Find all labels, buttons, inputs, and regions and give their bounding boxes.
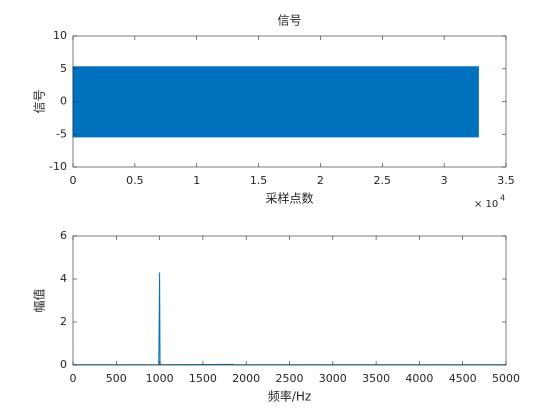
x-tick-label: 3.5 [497, 174, 515, 187]
x-tick-label: 3 [441, 174, 448, 187]
x-tick-label: 2.5 [374, 174, 392, 187]
y-axis-label: 信号 [33, 89, 47, 113]
axes-background [73, 236, 506, 365]
x-tick-label: 1500 [189, 372, 217, 385]
x-tick-label: 2000 [232, 372, 260, 385]
x-tick-label: 1 [193, 174, 200, 187]
x-tick-label: 500 [106, 372, 127, 385]
y-tick-label: -10 [49, 160, 67, 173]
x-tick-label: 0.5 [126, 174, 144, 187]
x-tick-label: 2500 [276, 372, 304, 385]
x-axis-label: 采样点数 [265, 191, 313, 206]
x-tick-label: 3000 [319, 372, 347, 385]
signal-band [72, 66, 479, 138]
x-tick-label: 3500 [362, 372, 390, 385]
x-tick-label: 1.5 [250, 174, 268, 187]
x-axis-label: 频率/Hz [268, 389, 311, 404]
y-tick-label: 0 [60, 95, 67, 108]
x-tick-label: 1000 [146, 372, 174, 385]
x-multiplier: × 10 [474, 199, 498, 210]
y-tick-label: 6 [60, 229, 67, 242]
y-axis-label: 幅值 [32, 288, 47, 312]
x-tick-label: 0 [70, 174, 77, 187]
x-tick-label: 2 [317, 174, 324, 187]
x-tick-label: 4000 [405, 372, 433, 385]
x-tick-label: 5000 [492, 372, 520, 385]
x-tick-label: 0 [70, 372, 77, 385]
chart-title: 信号 [277, 14, 301, 28]
x-multiplier-exponent: 4 [500, 194, 505, 203]
y-tick-label: 4 [60, 272, 67, 285]
y-tick-label: 2 [60, 315, 67, 328]
x-tick-label: 4500 [449, 372, 477, 385]
y-tick-label: 5 [60, 62, 67, 75]
y-tick-label: 0 [60, 358, 67, 371]
y-tick-label: -5 [56, 127, 67, 140]
y-tick-label: 10 [53, 29, 67, 42]
